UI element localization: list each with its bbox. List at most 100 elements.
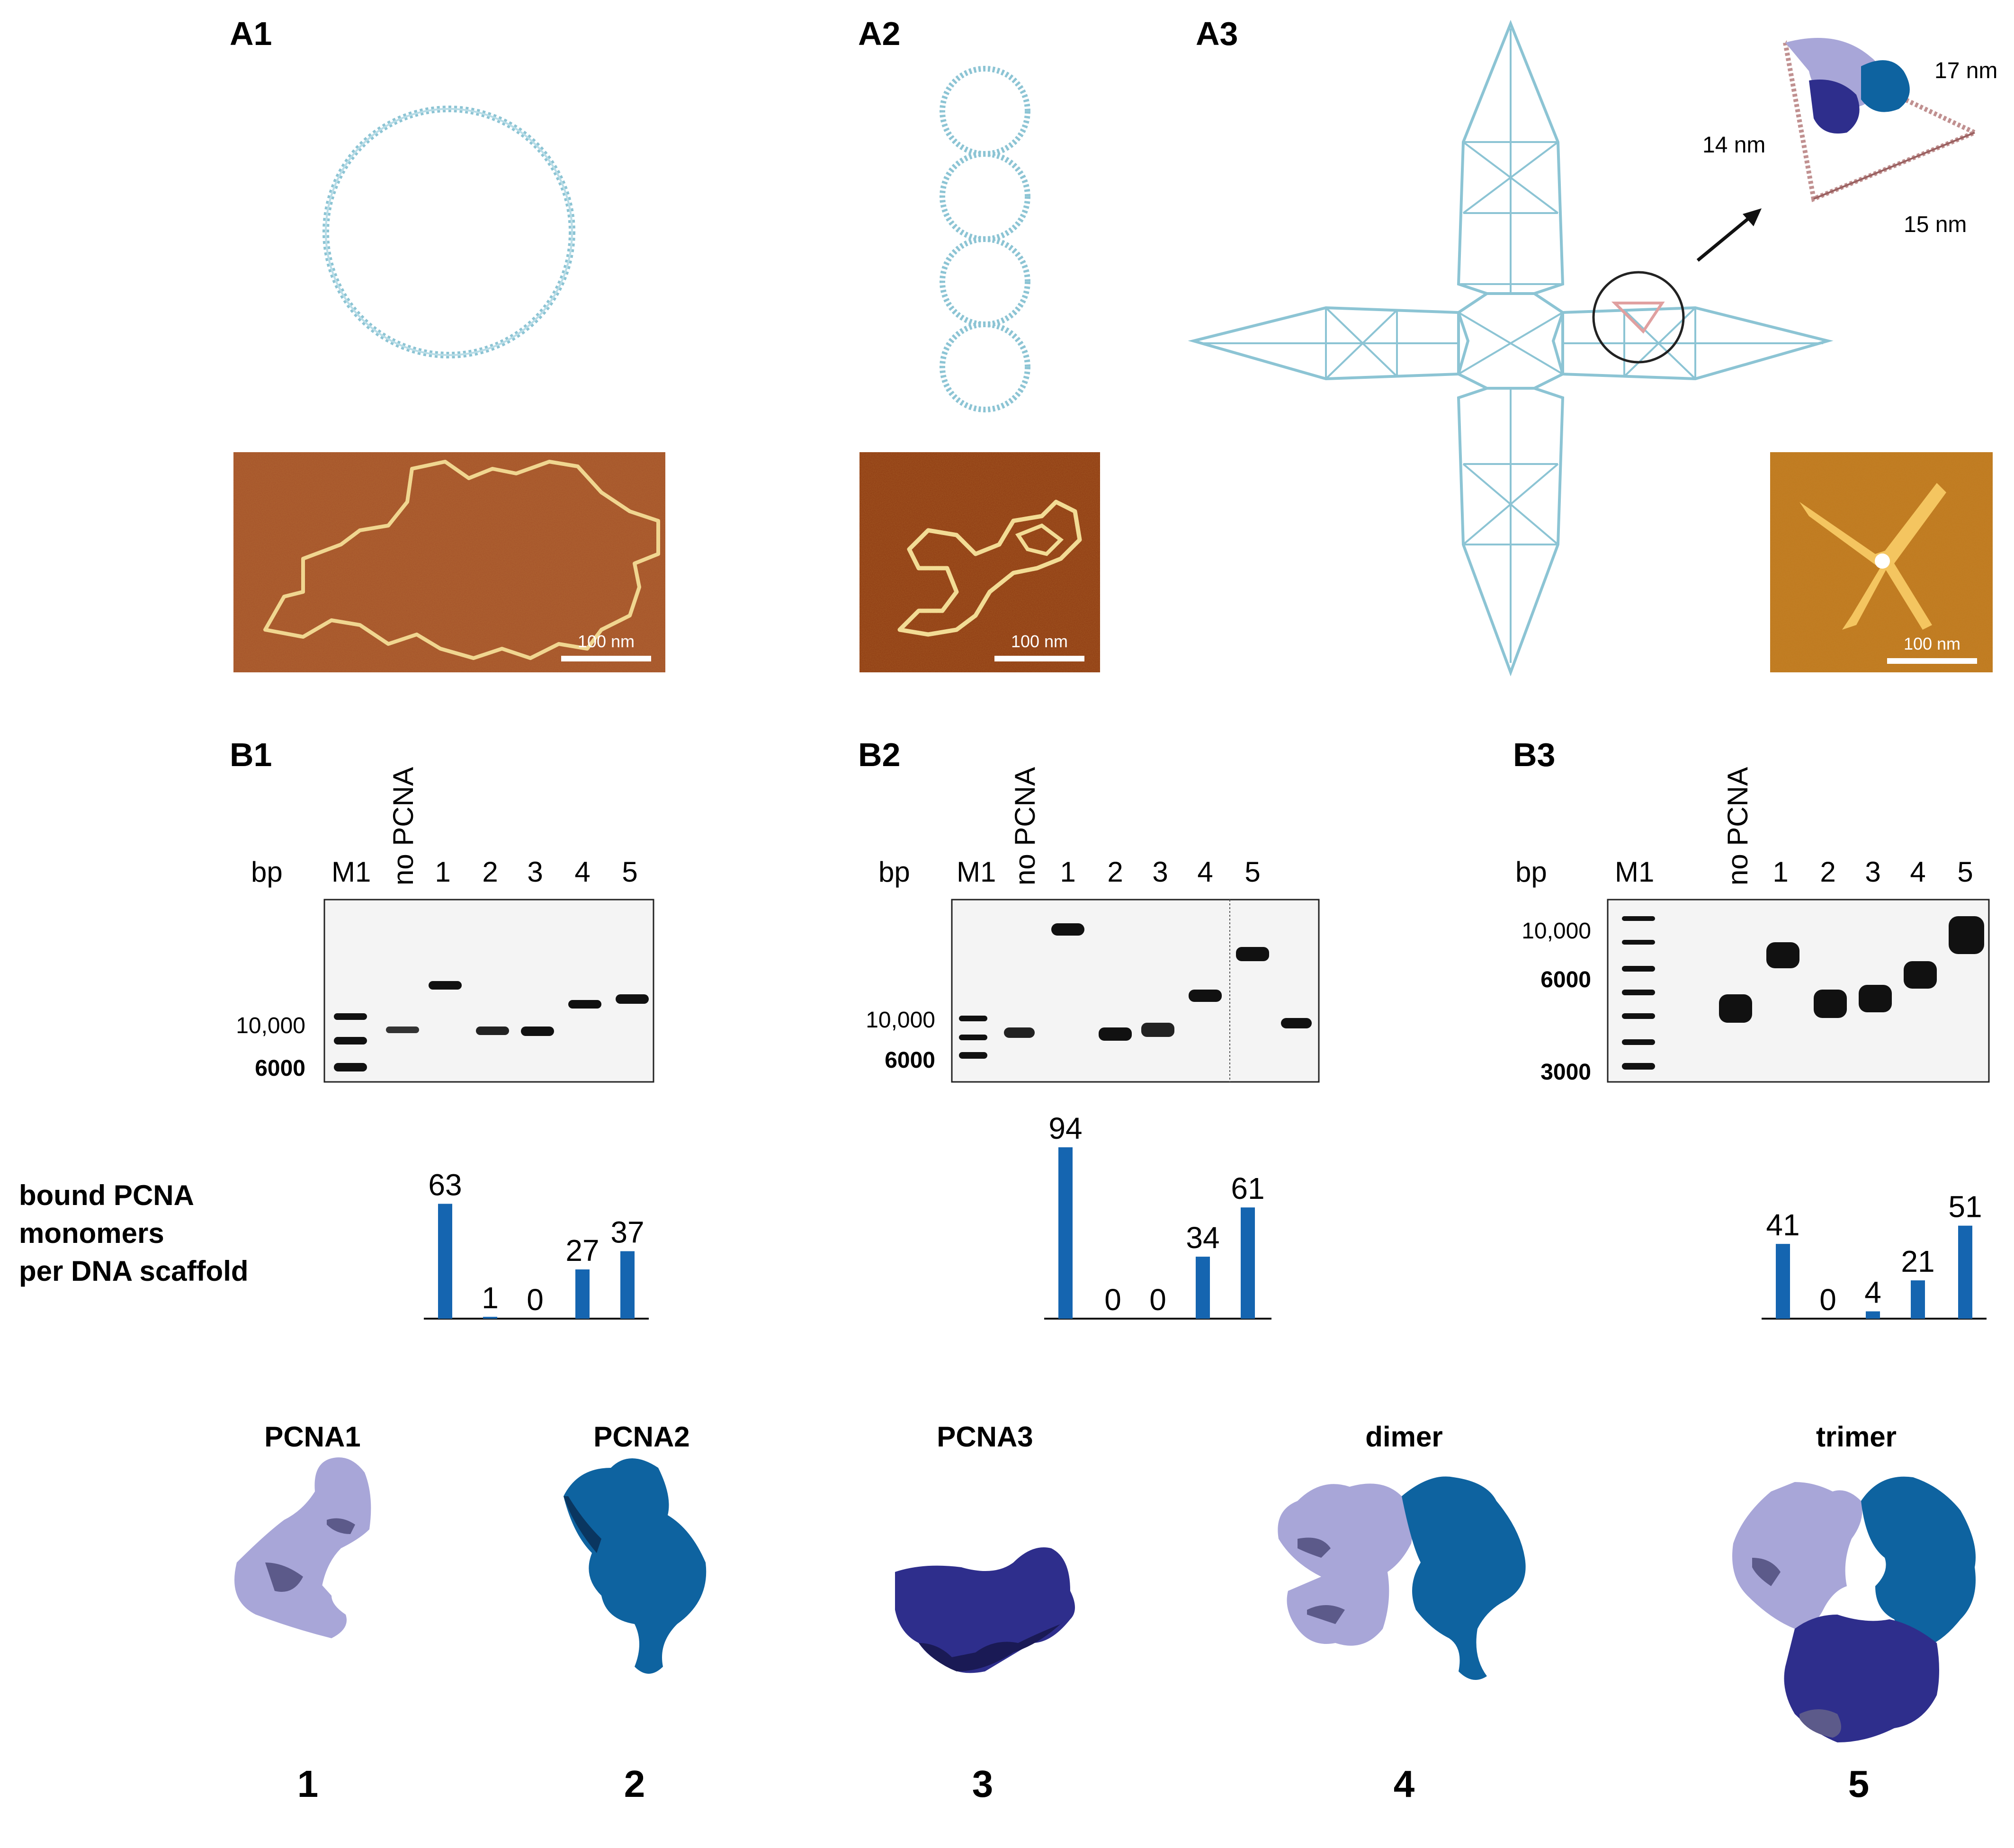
bar-5	[620, 1251, 635, 1319]
lane-no-pcna-label: no PCNA	[1722, 767, 1754, 885]
bp-label: bp	[878, 856, 910, 888]
bar-chart-b3: 41 0 4 21 51	[1762, 1190, 1987, 1320]
protein-title: PCNA3	[937, 1421, 1033, 1453]
bar-chart-b2: 94 0 0 34 61	[1044, 1111, 1271, 1320]
lane-marker-label: M1	[331, 856, 371, 888]
bp-label: bp	[1515, 856, 1547, 888]
bar-value-label: 1	[482, 1281, 499, 1315]
bar-chart-ylabel: bound PCNA monomers per DNA scaffold	[19, 1179, 249, 1287]
lane-marker-label: M1	[1615, 856, 1654, 888]
lane-number: 3	[527, 856, 543, 888]
bar-value-label: 37	[610, 1215, 644, 1250]
lane-number: 3	[1865, 856, 1880, 888]
lane-number: 2	[1107, 856, 1123, 888]
protein-title: dimer	[1365, 1421, 1442, 1453]
afm-image-a2: 100 nm	[859, 452, 1100, 672]
bar-value-label: 41	[1766, 1208, 1799, 1242]
marker-label: 3000	[1540, 1060, 1591, 1085]
dimension-label: 14 nm	[1702, 133, 1765, 158]
protein-title: PCNA1	[264, 1421, 360, 1453]
marker-label: 10,000	[1522, 919, 1591, 944]
ylabel-line: per DNA scaffold	[19, 1255, 249, 1287]
bar-4	[575, 1269, 590, 1319]
lane-number: 5	[1244, 856, 1260, 888]
scale-bar-label: 100 nm	[1904, 634, 1960, 653]
afm-image-a1: 100 nm	[233, 452, 665, 672]
marker-label: 10,000	[866, 1008, 935, 1033]
lane-marker-label: M1	[957, 856, 996, 888]
gel-image-b2	[951, 899, 1320, 1083]
lane-no-pcna-label: no PCNA	[1009, 767, 1041, 885]
bar-2	[483, 1317, 497, 1319]
bar-value-label: 0	[1819, 1283, 1836, 1317]
lane-number: 2	[1820, 856, 1835, 888]
bar-value-label: 63	[428, 1168, 462, 1202]
bar-value-label: 21	[1901, 1244, 1934, 1278]
dimension-label: 17 nm	[1934, 58, 1997, 83]
gel-image-b3	[1607, 899, 1990, 1083]
protein-number: 5	[1848, 1763, 1870, 1805]
trimer-model	[1732, 1476, 1976, 1742]
pcna3-model	[895, 1547, 1075, 1673]
bar-value-label: 4	[1864, 1276, 1881, 1310]
lane-number: 2	[482, 856, 498, 888]
bar-value-label: 34	[1186, 1221, 1219, 1255]
bar-value-label: 0	[1104, 1283, 1121, 1317]
bar-value-label: 94	[1048, 1111, 1082, 1145]
lane-number: 5	[1957, 856, 1973, 888]
pcna1-model	[234, 1457, 371, 1638]
lane-number: 5	[622, 856, 637, 888]
ylabel-line: bound PCNA	[19, 1179, 194, 1211]
highlight-circle	[1592, 271, 1685, 364]
bar-1	[438, 1204, 452, 1319]
zoom-arrow	[1696, 208, 1762, 262]
dna-chain-model	[940, 66, 1030, 412]
pcna2-model	[564, 1458, 707, 1674]
lane-number: 4	[1197, 856, 1213, 888]
panel-label-b2: B2	[858, 736, 900, 773]
bar-value-label: 51	[1948, 1190, 1982, 1224]
bar-1	[1776, 1244, 1790, 1319]
gel-header-b1: bp M1 no PCNA 1 2 3 4 5	[251, 767, 638, 888]
scale-bar-label: 100 nm	[1011, 632, 1068, 651]
marker-label: 6000	[885, 1048, 935, 1073]
bar-value-label: 61	[1231, 1171, 1264, 1205]
bar-5	[1958, 1225, 1972, 1319]
panel-label-b3: B3	[1513, 736, 1555, 773]
bar-value-label: 0	[527, 1283, 544, 1317]
ylabel-line: monomers	[19, 1217, 164, 1249]
origami-truss-lines	[1203, 28, 1823, 663]
lane-number: 4	[1910, 856, 1925, 888]
marker-label: 10,000	[236, 1013, 305, 1038]
lane-number: 1	[435, 856, 450, 888]
panel-label-a1: A1	[230, 15, 272, 52]
protein-number: 2	[624, 1763, 645, 1805]
inset-dna-pcna-model: 17 nm 14 nm 15 nm	[1702, 38, 1997, 237]
panel-label-a2: A2	[858, 15, 900, 52]
bar-4	[1196, 1257, 1210, 1319]
marker-label: 6000	[1540, 967, 1591, 992]
afm-image-a3: 100 nm	[1770, 452, 1993, 672]
lane-number: 1	[1772, 856, 1788, 888]
bar-5	[1241, 1207, 1255, 1319]
panel-label-a3: A3	[1196, 15, 1238, 52]
protein-title: PCNA2	[593, 1421, 689, 1453]
lane-number: 1	[1060, 856, 1075, 888]
lane-number: 4	[574, 856, 590, 888]
bar-value-label: 27	[565, 1233, 599, 1268]
gel-header-b2: bp M1 no PCNA 1 2 3 4 5	[878, 767, 1261, 888]
gel-image-b1	[323, 899, 654, 1083]
bar-4	[1911, 1280, 1925, 1319]
bar-1	[1058, 1147, 1073, 1319]
lane-number: 3	[1152, 856, 1168, 888]
bar-3	[1866, 1311, 1880, 1319]
lane-no-pcna-label: no PCNA	[387, 767, 419, 885]
bp-label: bp	[251, 856, 283, 888]
bar-chart-b1: 63 1 0 27 37	[424, 1168, 649, 1320]
dna-ring-model	[322, 106, 575, 358]
protein-number: 4	[1394, 1763, 1415, 1805]
panel-label-b1: B1	[230, 736, 272, 773]
protein-title: trimer	[1816, 1421, 1897, 1453]
scale-bar-label: 100 nm	[578, 632, 635, 651]
dimension-label: 15 nm	[1904, 212, 1967, 237]
